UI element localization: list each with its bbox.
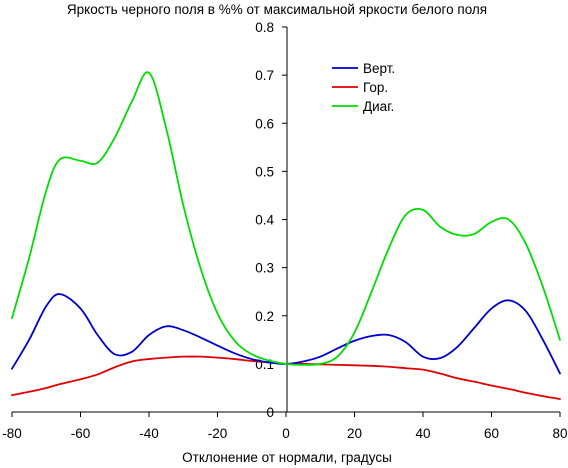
y-tick-label: 0.6	[255, 116, 274, 131]
x-axis-label: Отклонение от нормали, градусы	[182, 450, 392, 465]
y-tick-label: 0.4	[255, 213, 274, 228]
x-tick-label: -20	[208, 426, 228, 441]
y-tick-label: 0.8	[255, 20, 274, 35]
series-line-3	[11, 71, 561, 366]
y-tick-label: 0.5	[255, 164, 274, 179]
legend-label: Гор.	[363, 80, 388, 95]
series-line-2	[11, 355, 561, 400]
y-tick-label: 0.2	[255, 309, 274, 324]
series-group	[11, 71, 561, 400]
legend: Верт. Гор. Диаг.	[332, 61, 395, 114]
y-tick-label: 0.7	[255, 68, 274, 83]
x-tick-label: 0	[282, 426, 290, 441]
x-tick-label: 60	[484, 426, 499, 441]
y-tick-label: 0.3	[255, 261, 274, 276]
x-tick-label: -60	[71, 426, 91, 441]
y-tick-label: 0	[266, 405, 274, 420]
x-tick-label: -40	[139, 426, 159, 441]
x-tick-label: 80	[552, 426, 567, 441]
legend-label: Диаг.	[363, 99, 394, 114]
series-line-1	[11, 293, 561, 375]
chart-title: Яркость черного поля в %% от максимально…	[67, 2, 487, 17]
x-tick-label: -80	[2, 426, 22, 441]
x-tick-label: 20	[347, 426, 362, 441]
x-tick-label: 40	[415, 426, 430, 441]
axes: -80 -60 -40 -20 0 20 40 60 8000.10.20.30.40.50.6…	[2, 20, 567, 441]
legend-label: Верт.	[363, 61, 395, 76]
